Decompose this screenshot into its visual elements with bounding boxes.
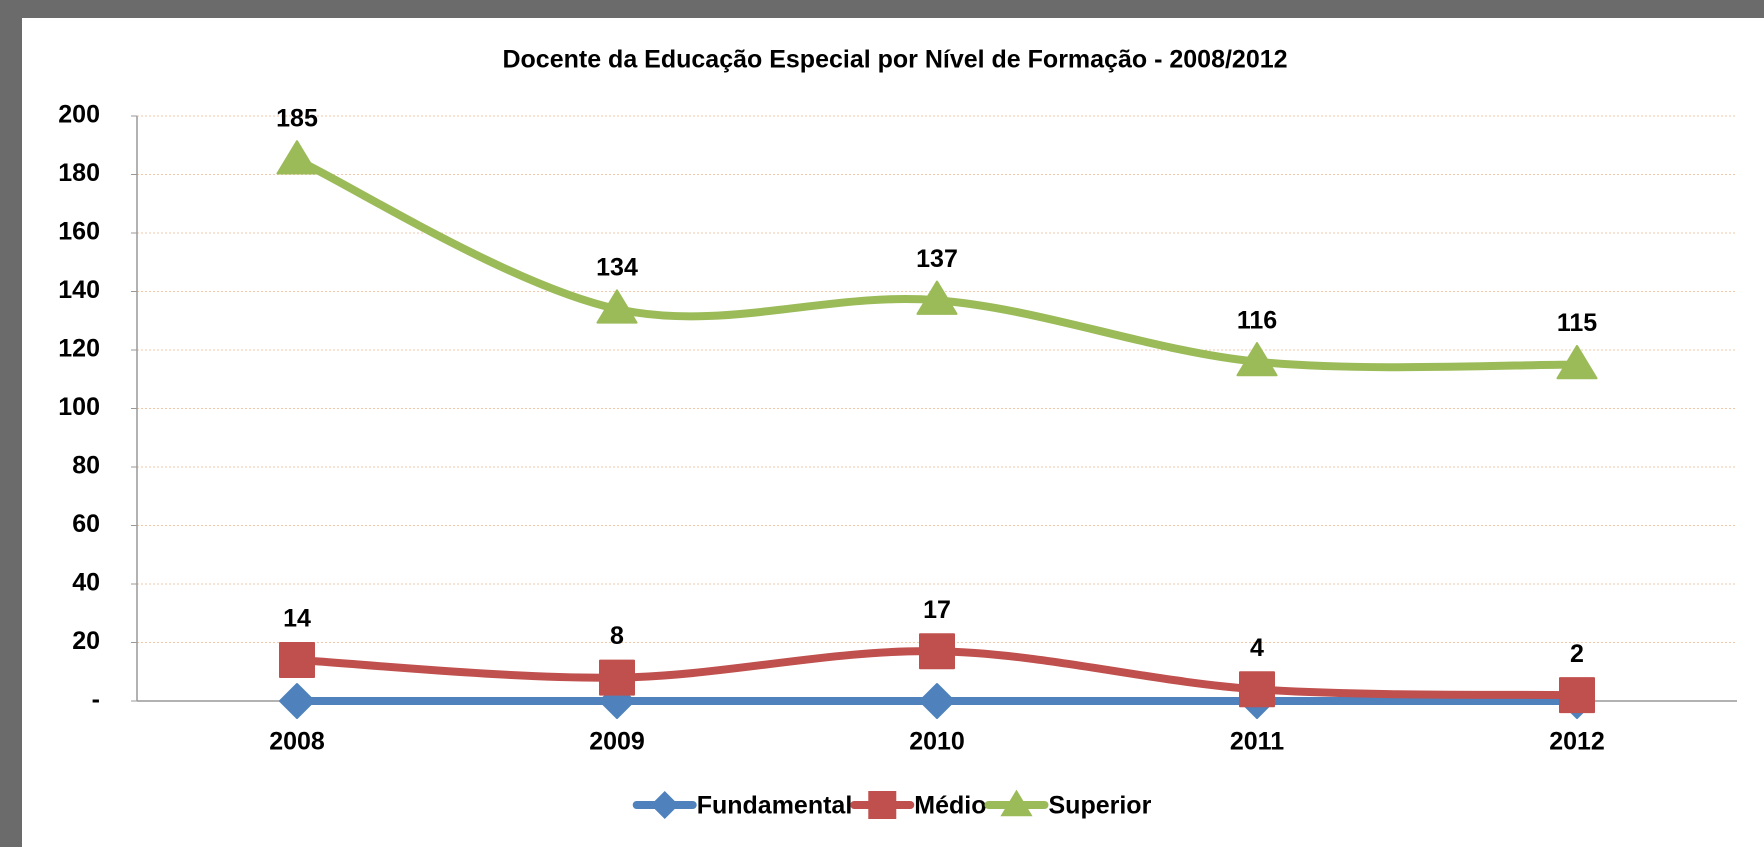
y-tick-label: 100	[58, 393, 100, 421]
marker	[1556, 344, 1598, 380]
x-tick-label: 2008	[269, 728, 325, 756]
data-label: 185	[276, 104, 318, 132]
y-tick-label: 20	[72, 627, 100, 655]
legend-label: Superior	[1049, 792, 1152, 820]
marker	[596, 289, 638, 324]
y-tick-label: 40	[72, 569, 100, 597]
marker	[1559, 677, 1595, 714]
marker	[599, 659, 635, 696]
data-label: 137	[916, 245, 958, 273]
marker	[279, 642, 315, 679]
y-tick-label: 60	[72, 510, 100, 538]
data-label: 8	[610, 622, 624, 650]
legend-label: Fundamental	[697, 792, 853, 820]
marker	[916, 280, 958, 315]
marker	[919, 633, 955, 670]
data-label: 17	[923, 596, 951, 624]
x-tick-label: 2010	[909, 728, 965, 756]
legend-label: Médio	[914, 792, 986, 820]
y-tick-label: 120	[58, 335, 100, 363]
marker	[919, 683, 955, 719]
marker	[1239, 671, 1275, 708]
y-tick-label: 160	[58, 218, 100, 246]
y-tick-label: 140	[58, 276, 100, 304]
data-label: 2	[1570, 640, 1584, 668]
data-label: 134	[596, 254, 638, 282]
marker	[1236, 342, 1278, 377]
y-tick-label: 200	[58, 101, 100, 129]
y-tick-label: 80	[72, 452, 100, 480]
data-label: 14	[283, 605, 311, 633]
x-tick-label: 2009	[589, 728, 645, 756]
x-tick-label: 2011	[1230, 728, 1284, 756]
chart-title: Docente da Educação Especial por Nível d…	[502, 46, 1287, 74]
legend-marker	[868, 791, 897, 819]
data-label: 116	[1237, 306, 1277, 334]
marker	[279, 683, 315, 719]
legend-marker	[650, 791, 679, 819]
marker	[276, 140, 318, 175]
y-tick-label: -	[92, 686, 100, 714]
chart-area	[22, 18, 1764, 847]
legend-marker	[1000, 789, 1033, 817]
data-label: 4	[1250, 634, 1264, 662]
y-tick-label: 180	[58, 159, 100, 187]
data-label: 115	[1557, 309, 1597, 337]
x-tick-label: 2012	[1549, 728, 1605, 756]
